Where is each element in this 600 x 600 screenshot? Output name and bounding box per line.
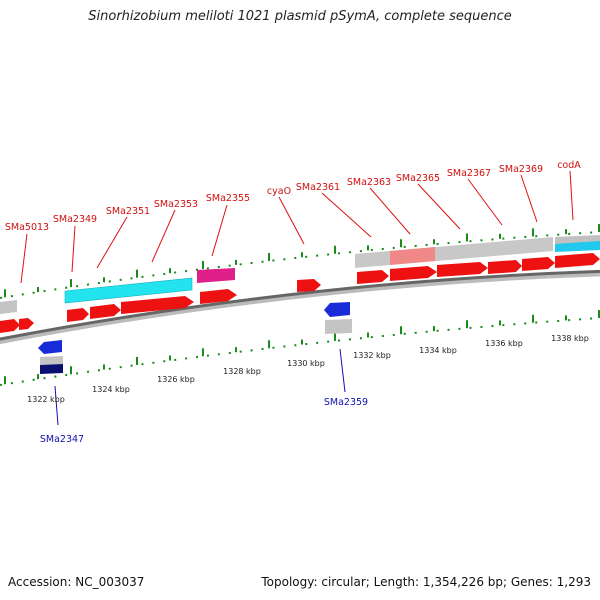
- gene-label: codA: [557, 160, 581, 171]
- summary-text: Topology: circular; Length: 1,354,226 bp…: [261, 575, 591, 589]
- gene-arrow: [555, 253, 600, 268]
- forward-gene-track: [0, 253, 600, 333]
- plasmid-backbone: [0, 269, 600, 341]
- gene-label: SMa2369: [499, 164, 543, 175]
- gene-label: SMa2363: [347, 177, 391, 188]
- scale-tick-label: 1330 kbp: [287, 359, 325, 368]
- navy-feature: [40, 364, 63, 374]
- gene-label: SMa2349: [53, 214, 97, 225]
- gene-label: SMa2347: [40, 434, 84, 445]
- cyan-feature: [555, 241, 600, 252]
- gene-arrow: [121, 296, 194, 314]
- scale-tick-label: 1332 kbp: [353, 351, 391, 360]
- gene-arrow: [437, 262, 488, 277]
- magenta-feature: [197, 268, 235, 283]
- reverse-gene-arrow: [324, 302, 350, 317]
- reverse-gene-labels: SMa2347 SMa2359: [40, 397, 368, 445]
- backbone-shadow: [0, 270, 600, 345]
- scale-tick-label: 1334 kbp: [419, 346, 457, 355]
- scale-tick-label: 1338 kbp: [551, 334, 589, 343]
- reverse-scale-ruler: [0, 317, 600, 386]
- scale-tick-label: 1326 kbp: [157, 375, 195, 384]
- gene-arrow: [390, 266, 437, 281]
- scale-tick-label: 1324 kbp: [92, 385, 130, 394]
- gene-label: SMa2353: [154, 199, 198, 210]
- gene-arrow: [0, 319, 20, 333]
- map-title: Sinorhizobium meliloti 1021 plasmid pSym…: [88, 9, 512, 24]
- gene-label: SMa2355: [206, 193, 250, 204]
- pink-feature: [390, 247, 435, 265]
- gene-arrow: [19, 318, 34, 330]
- gene-label: SMa2359: [324, 397, 368, 408]
- gene-arrow: [200, 289, 237, 304]
- gene-arrow: [90, 304, 121, 319]
- scale-tick-labels: 1322 kbp 1324 kbp 1326 kbp 1328 kbp 1330…: [27, 334, 589, 404]
- reverse-gene-arrow: [38, 340, 62, 354]
- gene-label: SMa2365: [396, 173, 440, 184]
- gray-feature: [325, 319, 352, 334]
- gene-arrow: [522, 257, 555, 271]
- scale-tick-label: 1336 kbp: [485, 339, 523, 348]
- gene-arrow: [297, 279, 321, 292]
- forward-gene-labels: SMa5013 SMa2349 SMa2351 SMa2353 SMa2355 …: [5, 160, 581, 233]
- accession-text: Accession: NC_003037: [8, 575, 145, 589]
- gene-label: cyaO: [267, 186, 291, 197]
- reverse-gene-track: [38, 302, 352, 374]
- scale-tick-label: 1328 kbp: [223, 367, 261, 376]
- gene-label: SMa2361: [296, 182, 340, 193]
- scale-tick-label: 1322 kbp: [27, 395, 65, 404]
- gene-arrow: [67, 308, 89, 322]
- forward-feature-track: [0, 235, 600, 314]
- gene-arrow: [357, 270, 389, 284]
- gray-feature: [0, 300, 17, 314]
- gene-label: SMa5013: [5, 222, 49, 233]
- gene-arrow: [488, 260, 522, 274]
- gene-label: SMa2351: [106, 206, 150, 217]
- gene-label: SMa2367: [447, 168, 491, 179]
- scale-ticks: [4, 224, 600, 385]
- gray-feature: [40, 356, 63, 365]
- cyan-feature: [64, 277, 193, 304]
- label-leaders: [20, 170, 574, 426]
